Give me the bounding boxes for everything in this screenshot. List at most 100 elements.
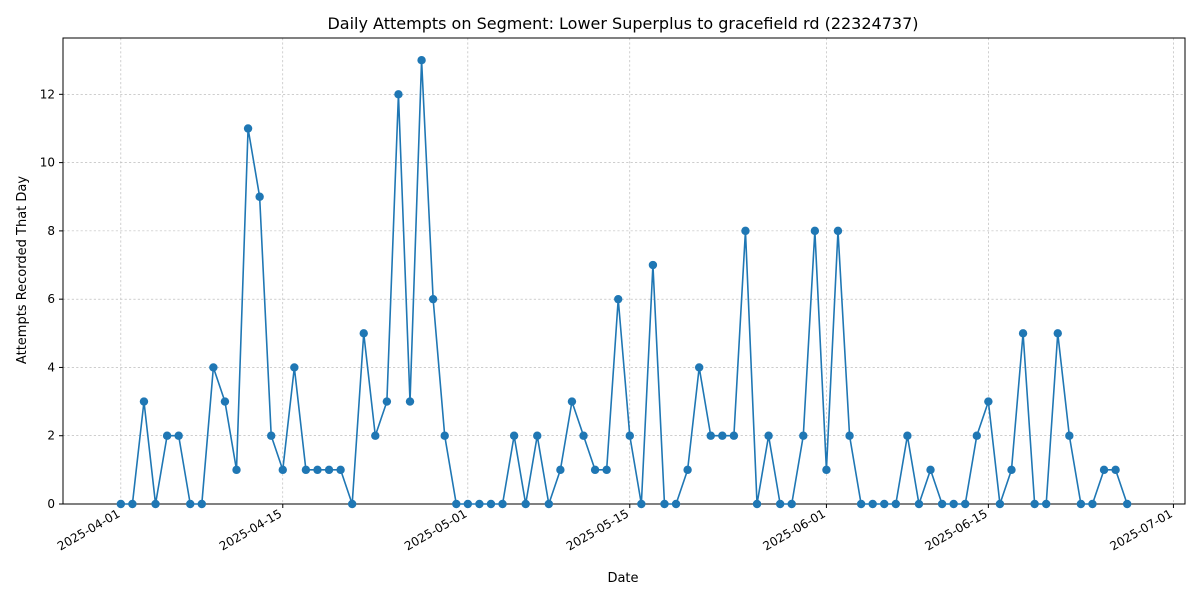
data-point — [1088, 499, 1097, 509]
data-point — [324, 465, 334, 475]
data-point — [186, 499, 195, 509]
data-point — [267, 431, 276, 440]
labels-layer: Daily Attempts on Segment: Lower Superpl… — [15, 14, 919, 586]
data-point — [949, 499, 958, 509]
y-tick-label: 12 — [40, 87, 55, 101]
data-point — [209, 363, 218, 372]
data-point — [625, 431, 634, 440]
y-axis-label: Attempts Recorded That Day — [15, 176, 30, 364]
data-point — [926, 465, 935, 475]
x-tick-label: 2025-04-01 — [55, 506, 122, 553]
data-point — [394, 90, 403, 99]
data-point — [463, 499, 473, 509]
x-tick-label: 2025-06-15 — [922, 506, 989, 553]
data-point — [509, 431, 519, 440]
data-point — [174, 431, 183, 440]
data-point — [371, 431, 380, 440]
data-point — [162, 431, 172, 440]
data-point — [128, 499, 137, 509]
data-point — [382, 397, 392, 406]
data-point — [729, 431, 739, 440]
data-point — [1041, 499, 1051, 509]
data-point — [405, 397, 415, 406]
data-point — [602, 465, 611, 475]
data-point — [579, 431, 588, 440]
x-tick-label: 2025-04-15 — [217, 506, 284, 553]
data-point — [1030, 499, 1039, 509]
data-point — [521, 499, 530, 509]
data-point — [1076, 499, 1086, 509]
data-point — [799, 431, 808, 440]
x-tick-label: 2025-07-01 — [1108, 506, 1175, 553]
data-point — [937, 499, 947, 509]
data-point — [822, 465, 831, 475]
data-point — [556, 465, 565, 475]
data-point — [590, 465, 600, 475]
grid-layer — [63, 38, 1185, 505]
data-point — [301, 465, 311, 475]
data-point — [498, 499, 507, 509]
data-point — [961, 499, 970, 509]
data-point — [718, 431, 727, 440]
data-point — [972, 431, 981, 440]
data-point — [139, 397, 149, 406]
data-point — [255, 192, 264, 201]
data-point — [336, 465, 345, 475]
data-point — [116, 499, 126, 509]
data-point — [243, 124, 253, 133]
data-point — [452, 499, 461, 509]
data-point — [741, 226, 750, 236]
data-point — [313, 465, 322, 475]
data-point — [1122, 499, 1132, 509]
data-point — [486, 499, 496, 509]
data-point — [706, 431, 715, 440]
series-line — [120, 59, 1128, 505]
data-point — [544, 499, 554, 509]
data-point — [833, 226, 843, 236]
data-point — [1099, 465, 1109, 475]
data-point — [856, 499, 866, 509]
data-point — [637, 499, 646, 509]
data-point — [845, 431, 854, 440]
y-tick-label: 10 — [40, 156, 55, 170]
data-point — [891, 499, 901, 509]
data-point — [417, 55, 426, 65]
y-tick-label: 8 — [47, 224, 55, 238]
series-layer — [116, 55, 1132, 509]
data-point — [984, 397, 993, 406]
data-point — [428, 294, 438, 304]
y-tick-label: 2 — [47, 429, 55, 443]
plot-frame — [62, 37, 1186, 505]
data-point — [671, 499, 681, 509]
x-axis-label: Date — [607, 571, 638, 586]
data-point — [1111, 465, 1120, 475]
data-point — [810, 226, 820, 236]
x-tick-label: 2025-05-01 — [402, 506, 469, 553]
data-point — [903, 431, 912, 440]
x-tick-label: 2025-05-15 — [564, 506, 631, 553]
data-point — [995, 499, 1005, 509]
data-point — [752, 499, 762, 509]
data-point — [660, 499, 669, 509]
data-point — [787, 499, 796, 509]
y-tick-label: 6 — [47, 292, 55, 306]
data-point — [775, 499, 785, 509]
data-point — [475, 499, 484, 509]
data-point — [694, 363, 704, 372]
data-point — [1065, 431, 1074, 440]
data-point — [868, 499, 877, 509]
data-point — [278, 465, 287, 475]
data-point — [440, 431, 449, 440]
data-point — [1053, 329, 1062, 338]
data-point — [1007, 465, 1016, 475]
data-point — [1018, 329, 1028, 338]
chart-title: Daily Attempts on Segment: Lower Superpl… — [327, 14, 918, 33]
data-point — [232, 465, 241, 475]
data-point — [197, 499, 207, 509]
data-point — [914, 499, 924, 509]
data-point — [567, 397, 577, 406]
data-point — [359, 329, 368, 338]
data-point — [151, 499, 160, 509]
